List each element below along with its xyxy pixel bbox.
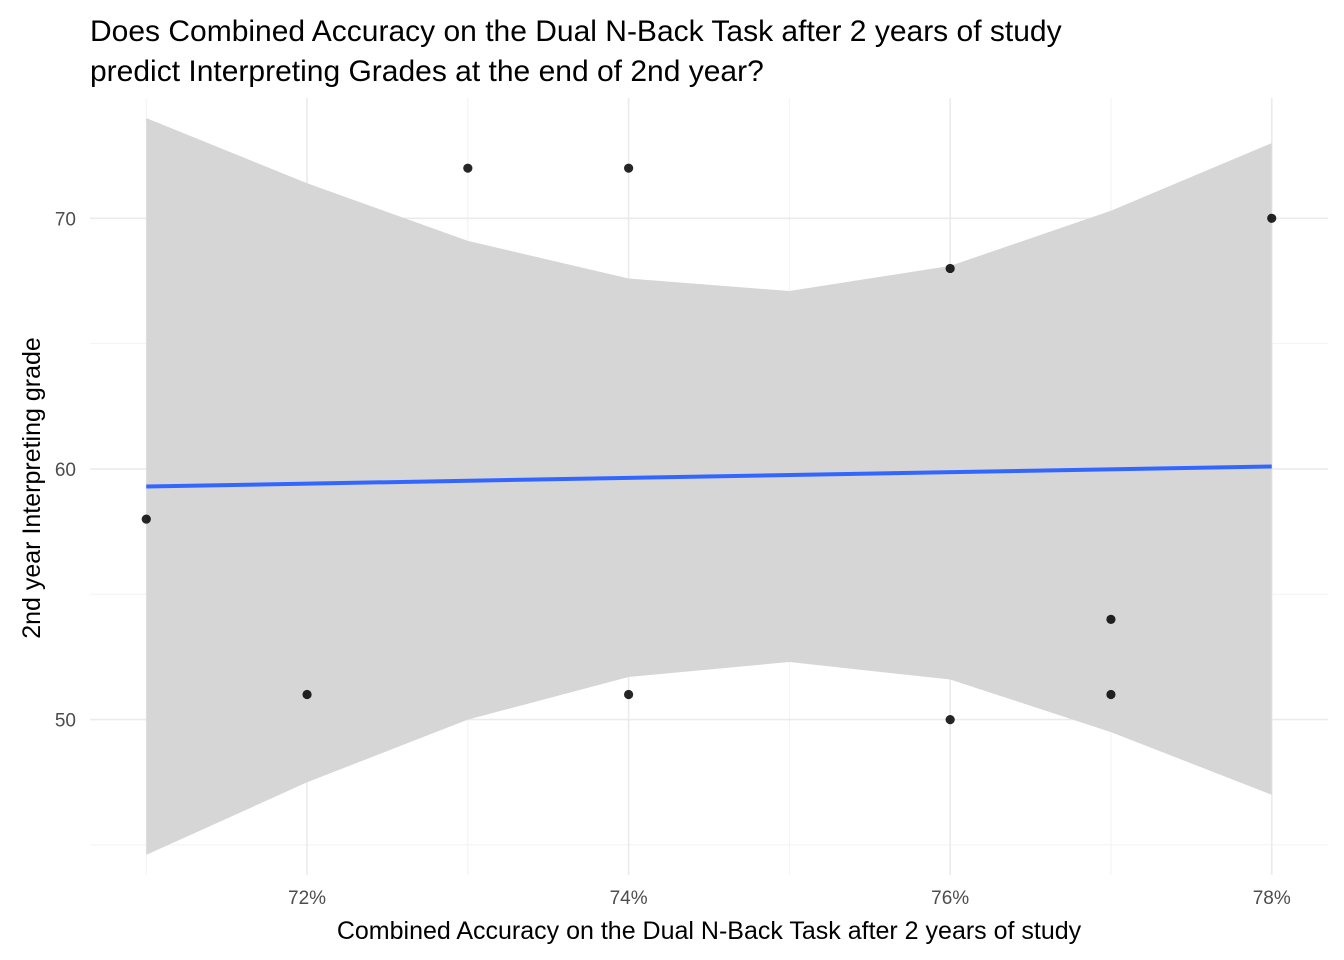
- x-axis-title: Combined Accuracy on the Dual N-Back Tas…: [337, 917, 1082, 945]
- y-tick-label-2: 70: [55, 209, 76, 230]
- y-tick-label-1: 60: [55, 460, 76, 481]
- data-point-2: [463, 163, 473, 173]
- x-tick-labels: 72% 74% 76% 78%: [288, 888, 1291, 909]
- y-axis-title: 2nd year Interpreting grade: [18, 337, 46, 639]
- data-point-5: [945, 263, 955, 274]
- y-tick-labels: 50 60 70: [55, 209, 76, 731]
- data-point-8: [1106, 689, 1116, 700]
- x-tick-label-2: 76%: [931, 888, 969, 909]
- regression-line: [146, 464, 1272, 489]
- chart-title-line-1: Does Combined Accuracy on the Dual N-Bac…: [90, 15, 1062, 48]
- chart-title-line-2: predict Interpreting Grades at the end o…: [90, 55, 764, 88]
- confidence-band-group: [146, 118, 1272, 855]
- x-tick-label-1: 74%: [610, 888, 648, 909]
- fit-line-group: [146, 464, 1272, 489]
- data-point-7: [1106, 614, 1116, 624]
- x-tick-label-3: 78%: [1253, 888, 1291, 909]
- data-point-3: [624, 163, 634, 173]
- data-point-6: [945, 715, 955, 725]
- data-point-1: [302, 689, 312, 700]
- data-points: [141, 163, 1277, 725]
- data-point-0: [141, 514, 151, 524]
- data-point-9: [1267, 213, 1277, 223]
- y-tick-label-0: 50: [55, 711, 76, 732]
- data-point-4: [624, 689, 634, 700]
- confidence-band: [146, 118, 1272, 855]
- x-tick-label-0: 72%: [288, 888, 326, 909]
